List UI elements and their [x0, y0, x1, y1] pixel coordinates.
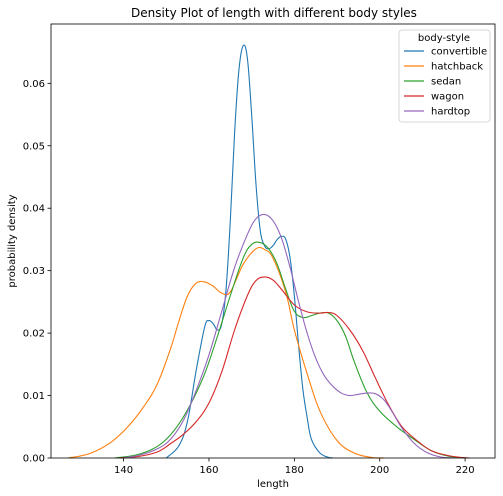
x-tick-label: 220 — [456, 465, 475, 476]
series-line-wagon — [119, 276, 470, 459]
series-line-hardtop — [123, 213, 453, 459]
legend-label-convertible: convertible — [431, 47, 487, 58]
y-tick-label: 0.04 — [23, 204, 45, 215]
legend: body-style convertible hatchback sedan wago… — [398, 29, 491, 123]
y-tick-label: 0.05 — [23, 141, 45, 152]
x-tick-label: 140 — [114, 465, 133, 476]
legend-label-hatchback: hatchback — [431, 62, 483, 73]
legend-box — [398, 29, 491, 123]
plot-frame — [50, 23, 496, 459]
y-axis-label: probability density — [7, 194, 18, 287]
chart-title: Density Plot of length with different bo… — [131, 6, 417, 20]
legend-title: body-style — [418, 33, 470, 44]
y-tick-label: 0.01 — [23, 391, 45, 402]
series-line-convertible — [165, 44, 333, 459]
legend-label-wagon: wagon — [431, 92, 464, 103]
legend-label-hardtop: hardtop — [431, 107, 470, 118]
x-tick-label: 200 — [370, 465, 389, 476]
x-tick-label: 160 — [199, 465, 218, 476]
y-tick-label: 0.00 — [23, 454, 45, 465]
y-axis: 0.00 0.01 0.02 0.03 0.04 0.05 0.06 — [23, 79, 51, 465]
x-axis-label: length — [257, 479, 289, 490]
series-line-hatchback — [67, 246, 385, 459]
y-tick-label: 0.03 — [23, 266, 45, 277]
x-tick-label: 180 — [285, 465, 304, 476]
y-tick-label: 0.06 — [23, 79, 45, 90]
y-tick-label: 0.02 — [23, 329, 45, 340]
legend-label-sedan: sedan — [431, 77, 461, 88]
x-axis: 140 160 180 200 220 — [114, 458, 475, 476]
legend-items: convertible hatchback sedan wagon hardtop — [404, 47, 487, 118]
series-group — [67, 44, 470, 459]
